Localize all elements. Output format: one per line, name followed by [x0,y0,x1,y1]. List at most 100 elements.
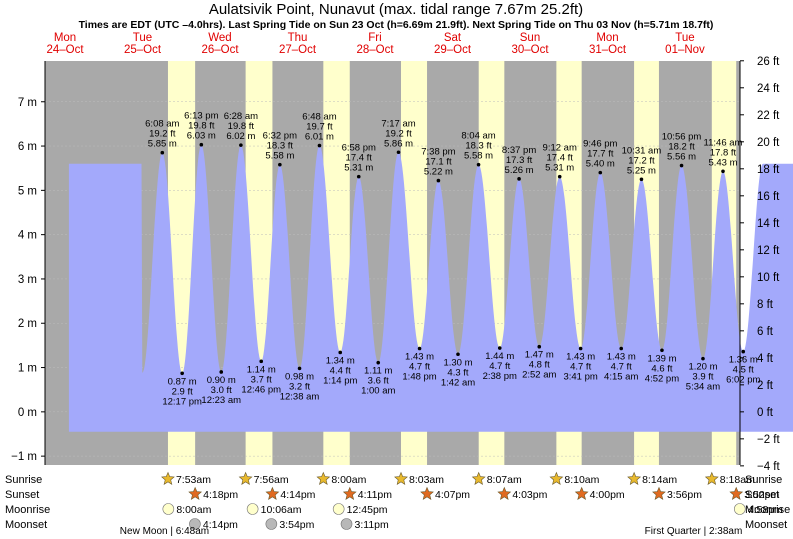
sunset-time: 3:56pm [667,489,702,501]
moonset-event: 3:11pm [340,518,389,531]
sunset-star-icon [574,486,589,500]
sunset-time: 4:00pm [590,489,625,501]
low-tide-point: 1.34 m4.4 ft1:14 pm [323,350,357,386]
tide-dot [239,143,243,147]
sunrise-time: 8:07am [487,474,522,486]
low-tide-point: 1.43 m4.7 ft3:41 pm [563,346,598,382]
tide-time: 6:13 pm [184,111,218,122]
tide-height-ft: 4.7 ft [611,361,632,372]
sunset-event: 4:00pm [574,486,625,501]
day-header-date: 31–Oct [589,44,627,56]
tide-time: 8:04 am [461,131,495,142]
tide-dot [259,359,264,364]
day-header-date: 28–Oct [356,44,394,56]
day-header-dow: Sun [520,32,540,44]
sunrise-event: 7:56am [238,471,289,486]
right-axis-ft: −4 ft −2 ft 0 ft 2 ft 4 ft 6 ft 8 ft 10 ft 12 ft… [739,56,781,473]
tide-height-m: 5.85 m [148,139,177,150]
right-axis-label: 22 ft [757,110,780,122]
sunset-time: 3:52pm [744,489,779,501]
tide-dot [297,366,302,371]
sunset-star-icon [188,486,203,500]
tide-height-m: 0.87 m [168,376,197,387]
row-label-left: Moonrise [5,504,50,516]
tide-height-m: 5.31 m [344,163,373,174]
tide-time: 12:46 pm [241,384,281,395]
right-axis-label: 14 ft [757,218,780,230]
low-tide-point: 1.36 m4.5 ft6:02 pm [726,349,760,386]
left-axis-label: 3 m [18,274,37,286]
chart-subtitle: Times are EDT (UTC –4.0hrs). Last Spring… [79,19,714,31]
tide-height-m: 1.14 m [247,364,276,375]
right-axis-label: 12 ft [757,245,780,257]
tide-dot [396,150,401,155]
tide-dot [578,346,583,351]
tide-dot [598,170,603,175]
left-axis-label: 4 m [18,230,37,242]
tide-height-m: 0.90 m [207,375,236,386]
day-header-date: 25–Oct [124,44,162,56]
tide-time: 7:38 pm [421,147,455,158]
day-header-dow: Tue [133,32,152,44]
sun-moon-row-labels: Sunrise Sunrise Sunset Sunset Moonrise Moonri… [5,474,790,531]
tide-dot [338,350,343,355]
tide-dot [721,169,725,174]
sunset-time: 4:11pm [358,489,392,501]
tide-dot [456,352,460,357]
tide-height-ft: 4.5 ft [733,365,754,376]
tide-time: 9:12 am [543,143,577,154]
tide-time: 5:34 am [686,382,720,393]
sunrise-event: 8:00am [316,471,367,486]
right-axis-label: 18 ft [757,164,780,176]
sunset-time: 4:18pm [203,489,238,501]
row-label-left: Moonset [5,519,47,531]
sunrise-time: 7:53am [176,474,211,486]
tide-time: 10:31 am [622,145,662,156]
tide-dot [436,178,441,183]
tide-dot [317,143,322,148]
tide-height-m: 1.43 m [566,351,595,362]
tide-height-m: 1.43 m [607,351,636,362]
tide-height-ft: 19.2 ft [149,129,176,140]
tide-height-m: 5.58 m [464,151,493,162]
sunset-time: 4:14pm [280,489,315,501]
tide-dot [199,142,204,147]
row-label-right: Moonset [745,519,787,531]
sunset-star-icon [497,486,512,500]
tide-height-m: 6.01 m [305,132,334,143]
sunset-event: 4:18pm [188,486,238,501]
tide-dot [376,360,381,365]
sunset-event: 4:07pm [420,486,470,501]
tide-time: 2:52 am [522,370,556,381]
tide-dot [160,150,165,155]
tide-height-m: 5.26 m [505,165,534,176]
tide-height-ft: 17.8 ft [710,147,737,158]
moonset-moon-icon [340,518,353,530]
tide-height-ft: 17.1 ft [425,157,452,168]
tide-time: 9:46 pm [583,139,617,150]
low-tide-point: 1.43 m4.7 ft4:15 am [604,346,638,382]
moonset-moon-icon [265,518,278,530]
sun-moon-events: 7:53am 7:56am 8:00am 8:03am 8:07am 8:10am 8:14… [161,471,783,531]
tide-height-m: 1.30 m [443,357,472,368]
moonrise-time: 10:06am [261,504,302,516]
right-axis-label: 4 ft [757,353,774,365]
tide-dot [619,346,624,351]
sunset-event: 3:56pm [652,486,702,501]
tide-height-ft: 4.3 ft [447,367,468,378]
tide-height-m: 5.43 m [708,157,737,168]
day-headers: Mon24–OctTue25–OctWed26–OctThu27–OctFri2… [46,32,705,56]
tide-dot [497,346,502,350]
low-tide-point: 1.30 m4.3 ft1:42 am [441,352,475,388]
day-header-date: 24–Oct [46,44,84,56]
sunset-time: 4:07pm [435,489,470,501]
moonrise-time: 8:00am [176,504,211,516]
tide-time: 3:41 pm [563,371,597,382]
sunset-star-icon [420,486,434,500]
left-axis-label: 7 m [18,97,37,109]
